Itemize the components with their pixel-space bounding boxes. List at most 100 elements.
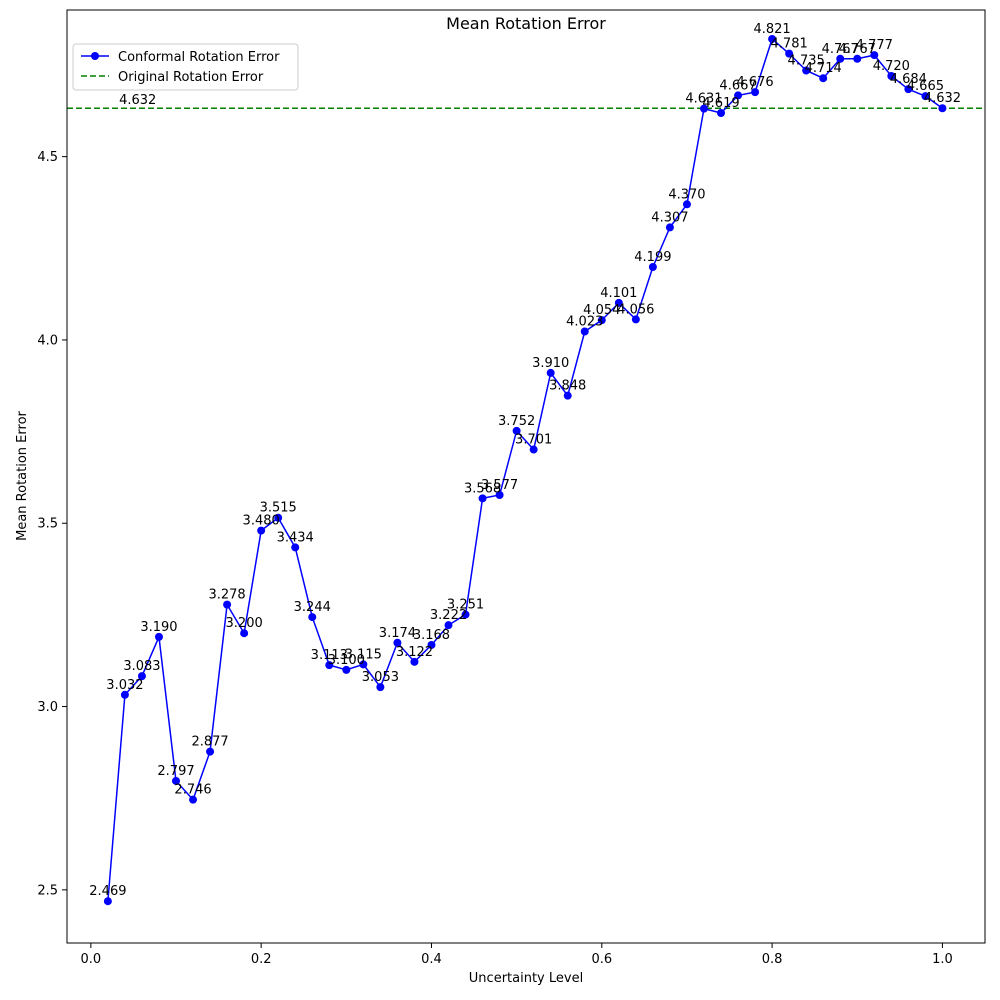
data-point (648, 262, 657, 271)
data-label: 4.676 (736, 75, 773, 90)
data-label: 4.665 (907, 79, 944, 94)
data-label: 2.797 (157, 764, 194, 779)
data-label: 3.174 (379, 626, 416, 641)
data-point (154, 632, 163, 641)
data-label: 4.631 (685, 92, 722, 107)
data-point (836, 54, 845, 63)
data-label: 3.910 (532, 356, 569, 371)
legend-reference-label: Original Rotation Error (118, 70, 264, 85)
x-tick-label: 0.6 (591, 952, 612, 967)
x-tick-label: 1.0 (932, 952, 953, 967)
data-point (938, 104, 947, 113)
data-point (921, 92, 930, 101)
data-label: 4.767 (822, 42, 859, 57)
legend-series-label: Conformal Rotation Error (118, 50, 280, 65)
data-label: 4.199 (634, 250, 671, 265)
reference-line-label: 4.632 (119, 93, 156, 108)
data-label: 4.767 (839, 42, 876, 57)
data-point (580, 327, 589, 336)
data-point (904, 85, 913, 94)
x-tick-label: 0.2 (251, 952, 272, 967)
data-point (478, 494, 487, 503)
data-point (699, 104, 708, 113)
data-label: 3.752 (498, 414, 535, 429)
data-point (665, 223, 674, 232)
data-label: 4.720 (873, 59, 910, 74)
data-point (444, 621, 453, 630)
y-tick-label: 4.5 (37, 150, 58, 165)
data-point (819, 74, 828, 83)
data-label: 4.370 (668, 187, 705, 202)
data-point (631, 315, 640, 324)
legend-series-marker (91, 52, 99, 60)
data-label: 3.515 (260, 501, 297, 516)
data-label: 4.684 (890, 72, 927, 87)
data-point (597, 316, 606, 325)
legend: Conformal Rotation Error Original Rotati… (72, 43, 299, 91)
data-point (853, 54, 862, 63)
data-point (410, 657, 419, 666)
chart-title: Mean Rotation Error (446, 14, 606, 33)
data-point (717, 109, 726, 118)
data-point (137, 672, 146, 681)
data-label: 3.701 (515, 433, 552, 448)
data-label: 2.746 (174, 783, 211, 798)
data-point (785, 49, 794, 58)
data-point (359, 660, 368, 669)
data-point (308, 613, 317, 622)
data-label: 4.735 (788, 53, 825, 68)
data-point (172, 776, 181, 785)
data-label: 2.469 (89, 884, 126, 899)
data-label: 4.056 (617, 302, 654, 317)
data-label: 3.577 (481, 478, 518, 493)
data-label: 3.244 (294, 600, 331, 615)
data-point (734, 91, 743, 100)
x-axis-title: Uncertainty Level (469, 971, 583, 986)
data-point (206, 747, 215, 756)
data-point (529, 445, 538, 454)
data-point (512, 426, 521, 435)
x-axis-ticks: 0.0 0.2 0.4 0.6 0.8 1.0 (81, 943, 953, 967)
data-point (751, 88, 760, 97)
data-label: 4.781 (771, 37, 808, 52)
data-label: 3.848 (549, 379, 586, 394)
data-label: 3.053 (362, 670, 399, 685)
y-axis-ticks: 2.5 3.0 3.5 4.0 4.5 (37, 150, 67, 898)
data-label: 4.821 (753, 22, 790, 37)
y-tick-label: 2.5 (37, 883, 58, 898)
data-point (768, 34, 777, 43)
data-label: 3.480 (243, 514, 280, 529)
y-tick-label: 3.5 (37, 517, 58, 532)
data-label: 3.200 (226, 616, 263, 631)
data-label: 2.877 (191, 735, 228, 750)
data-point (393, 638, 402, 647)
data-point (257, 526, 266, 535)
data-point (461, 610, 470, 619)
series-layer (103, 34, 947, 906)
data-label: 4.714 (805, 61, 842, 76)
x-tick-label: 0.0 (81, 952, 102, 967)
data-label: 3.168 (413, 628, 450, 643)
data-label: 3.100 (328, 653, 365, 668)
y-tick-label: 4.0 (37, 333, 58, 348)
data-label: 3.434 (277, 530, 314, 545)
data-point (223, 600, 232, 609)
data-point (274, 513, 283, 522)
data-label: 3.278 (208, 588, 245, 603)
data-point (802, 66, 811, 75)
data-point (103, 897, 112, 906)
plot-frame (66, 9, 986, 944)
data-point (495, 491, 504, 500)
data-label: 4.023 (566, 315, 603, 330)
data-label: 3.115 (345, 647, 382, 662)
data-label: 4.632 (924, 91, 961, 106)
data-point (546, 368, 555, 377)
reference-line-layer: 4.632 (67, 93, 985, 109)
data-point (291, 543, 300, 552)
data-label: 3.113 (311, 648, 348, 663)
data-point (120, 690, 129, 699)
data-point (614, 298, 623, 307)
x-tick-label: 0.8 (762, 952, 783, 967)
data-point (427, 640, 436, 649)
